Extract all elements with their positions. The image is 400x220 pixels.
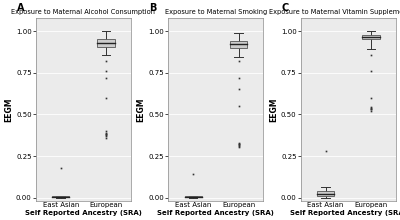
Y-axis label: EEGM: EEGM	[136, 97, 146, 122]
Text: A: A	[17, 3, 24, 13]
X-axis label: Self Reported Ancestry (SRA): Self Reported Ancestry (SRA)	[290, 210, 400, 216]
Title: Exposure to Maternal Smoking: Exposure to Maternal Smoking	[165, 9, 267, 15]
Bar	[98, 39, 115, 47]
Text: C: C	[282, 3, 289, 13]
Bar	[317, 191, 334, 196]
Bar	[230, 41, 247, 48]
X-axis label: Self Reported Ancestry (SRA): Self Reported Ancestry (SRA)	[158, 210, 274, 216]
Y-axis label: EEGM: EEGM	[269, 97, 278, 122]
Bar	[184, 196, 202, 197]
Y-axis label: EEGM: EEGM	[4, 97, 13, 122]
Bar	[362, 35, 380, 39]
X-axis label: Self Reported Ancestry (SRA): Self Reported Ancestry (SRA)	[25, 210, 142, 216]
Bar	[52, 196, 69, 197]
Title: Exposure to Maternal Vitamin Supplementation: Exposure to Maternal Vitamin Supplementa…	[269, 9, 400, 15]
Text: B: B	[149, 3, 157, 13]
Title: Exposure to Maternal Alcohol Consumption: Exposure to Maternal Alcohol Consumption	[12, 9, 156, 15]
